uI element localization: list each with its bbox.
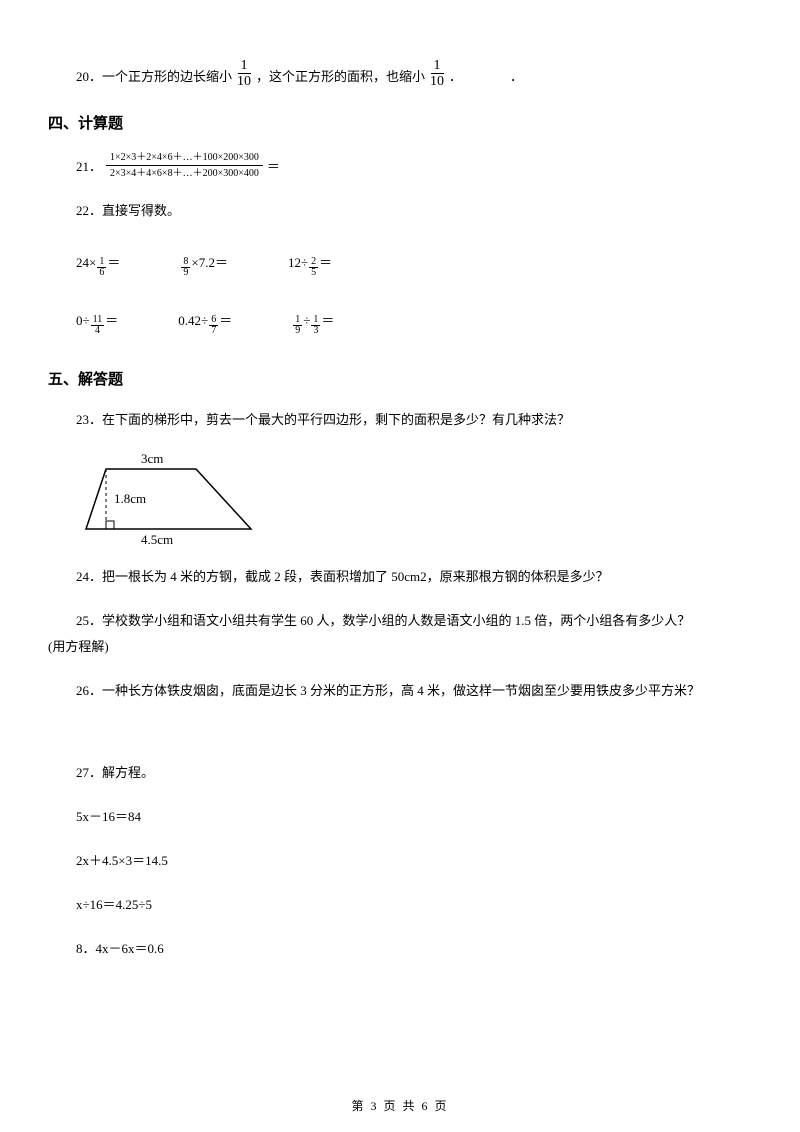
label-top: 3cm: [141, 451, 163, 466]
denominator: 9: [181, 268, 190, 279]
expr: ＝: [319, 252, 332, 271]
qnum: 21: [76, 154, 89, 180]
page: { "q20": { "num": "20", "t1": "．一个正方形的边长…: [0, 0, 800, 1132]
question-20: 20 ．一个正方形的边长缩小 1 10 ，这个正方形的面积，也缩小 1 10 ．…: [76, 58, 752, 90]
numerator: 1×2×3＋2×4×6＋…＋100×200×300: [106, 151, 263, 166]
equation-2: 2x＋4.5×3＝14.5: [76, 848, 752, 874]
numerator: 1: [238, 58, 251, 74]
qnum: 20: [76, 64, 89, 90]
calc-row-1: 24× 1 6 ＝ 8 9 ×7.2＝ 12÷ 2 5 ＝: [76, 252, 752, 282]
fraction: 6 7: [209, 315, 218, 337]
question-24: 24．把一根长为 4 米的方钢，截成 2 段，表面积增加了 50cm2，原来那根…: [76, 564, 752, 590]
calc-cell: 12÷ 2 5 ＝: [288, 252, 332, 282]
text: ．解方程。: [89, 765, 154, 780]
qnum: 24: [76, 569, 89, 584]
equals: ＝: [267, 154, 280, 180]
expr: ×7.2＝: [191, 252, 228, 271]
qnum: 27: [76, 765, 89, 780]
denominator: 9: [293, 326, 302, 337]
qnum: 23: [76, 412, 89, 427]
equation-3: x÷16＝4.25÷5: [76, 892, 752, 918]
expr: ＝: [219, 310, 232, 329]
expr: ÷: [303, 313, 310, 329]
text: ．一个正方形的边长缩小: [89, 64, 232, 90]
qnum: 22: [76, 203, 89, 218]
trapezoid-figure: 3cm 1.8cm 4.5cm: [76, 451, 752, 546]
text: ．把一根长为 4 米的方钢，截成 2 段，表面积增加了 50cm2，原来那根方钢…: [89, 569, 609, 584]
expr: 0.42÷: [178, 313, 208, 329]
question-23: 23．在下面的梯形中，剪去一个最大的平行四边形，剩下的面积是多少？有几种求法？: [76, 407, 752, 433]
expr: 24×: [76, 255, 96, 271]
calc-cell: 0.42÷ 6 7 ＝: [178, 310, 232, 340]
label-height: 1.8cm: [114, 491, 146, 506]
calc-cell: 24× 1 6 ＝: [76, 252, 120, 282]
qnum: 26: [76, 683, 89, 698]
denominator: 10: [427, 74, 447, 89]
text: ．学校数学小组和语文小组共有学生 60 人，数学小组的人数是语文小组的 1.5 …: [89, 613, 690, 628]
denominator: 7: [209, 326, 218, 337]
section-4-header: 四、计算题: [48, 112, 752, 133]
denominator: 10: [234, 74, 254, 89]
blank: [462, 89, 510, 90]
text-tail: (用方程解): [48, 639, 109, 654]
equation-1: 5x－16＝84: [76, 804, 752, 830]
question-26: 26．一种长方体铁皮烟囱，底面是边长 3 分米的正方形，高 4 米，做这样一节烟…: [76, 678, 752, 704]
fraction: 1 10: [234, 58, 254, 90]
qnum: 25: [76, 613, 89, 628]
text: ．: [510, 64, 523, 90]
fraction: 8 9: [181, 257, 190, 279]
fraction: 1 6: [97, 257, 106, 279]
dot: ．: [89, 154, 102, 180]
trapezoid-shape: [86, 469, 251, 529]
denominator: 3: [311, 326, 320, 337]
question-22: 22．直接写得数。: [76, 198, 752, 224]
denominator: 6: [97, 268, 106, 279]
equation-4: 8．4x－6x＝0.6: [76, 936, 752, 962]
text: ．: [449, 64, 462, 90]
numerator: 1: [431, 58, 444, 74]
text: ，这个正方形的面积，也缩小: [256, 64, 425, 90]
calc-cell: 0÷ 11 4 ＝: [76, 310, 118, 340]
expr: ＝: [107, 252, 120, 271]
trapezoid-svg: 3cm 1.8cm 4.5cm: [76, 451, 261, 546]
text: ．在下面的梯形中，剪去一个最大的平行四边形，剩下的面积是多少？有几种求法？: [89, 412, 570, 427]
calc-cell: 1 9 ÷ 1 3 ＝: [292, 310, 334, 340]
section-5-header: 五、解答题: [48, 368, 752, 389]
fraction: 11 4: [91, 315, 105, 337]
expr: ＝: [321, 310, 334, 329]
spacer: [48, 722, 752, 742]
calc-cell: 8 9 ×7.2＝: [180, 252, 228, 282]
question-21: 21 ． 1×2×3＋2×4×6＋…＋100×200×300 2×3×4＋4×6…: [76, 151, 752, 180]
text: ．一种长方体铁皮烟囱，底面是边长 3 分米的正方形，高 4 米，做这样一节烟囱至…: [89, 683, 700, 698]
calc-row-2: 0÷ 11 4 ＝ 0.42÷ 6 7 ＝ 1 9 ÷ 1 3 ＝: [76, 310, 752, 340]
expr: ＝: [105, 310, 118, 329]
fraction: 1 9: [293, 315, 302, 337]
denominator: 4: [93, 326, 102, 337]
question-27: 27．解方程。: [76, 760, 752, 786]
denominator: 5: [309, 268, 318, 279]
text: ．直接写得数。: [89, 203, 180, 218]
expr: 12÷: [288, 255, 308, 271]
page-footer: 第 3 页 共 6 页: [0, 1097, 800, 1114]
fraction: 2 5: [309, 257, 318, 279]
expr: 0÷: [76, 313, 90, 329]
label-bottom: 4.5cm: [141, 532, 173, 546]
fraction: 1 10: [427, 58, 447, 90]
right-angle-icon: [106, 521, 114, 529]
question-25: 25．学校数学小组和语文小组共有学生 60 人，数学小组的人数是语文小组的 1.…: [76, 608, 752, 660]
fraction: 1 3: [311, 315, 320, 337]
long-fraction: 1×2×3＋2×4×6＋…＋100×200×300 2×3×4＋4×6×8＋…＋…: [106, 151, 263, 180]
denominator: 2×3×4＋4×6×8＋…＋200×300×400: [106, 166, 263, 180]
